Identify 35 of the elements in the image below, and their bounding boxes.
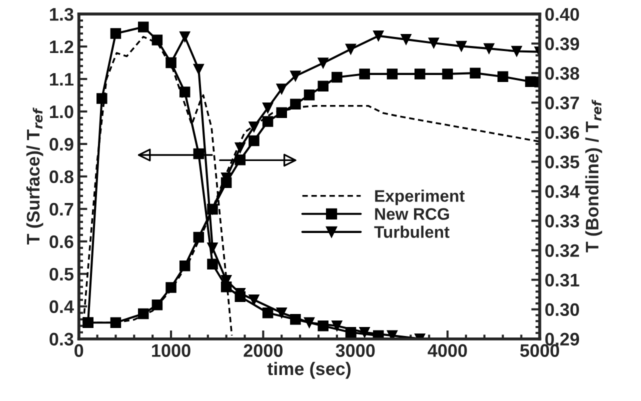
x-tick-label: 0	[74, 344, 84, 357]
x-tick-label: 3000	[336, 344, 375, 357]
y2-tick-label: 0.31	[545, 274, 580, 287]
y2-tick-label: 0.39	[545, 38, 580, 50]
y-tick-label: 1.1	[50, 73, 74, 86]
y2-tick-label: 0.29	[545, 332, 580, 346]
legend-label: New RCG	[375, 208, 449, 220]
y2-tick-label: 0.40	[545, 8, 579, 21]
y2-tick-label: 0.38	[545, 67, 580, 80]
y-tick-label: 0.3	[50, 332, 74, 346]
y2-tick-label: 0.34	[545, 185, 580, 198]
y-tick-label: 0.8	[50, 170, 74, 184]
legend-label: Experiment	[375, 190, 465, 206]
x-tick-label: 2000	[244, 344, 283, 357]
y-tick-label: 0.7	[50, 202, 74, 216]
y2-tick-label: 0.35	[545, 156, 580, 168]
y-tick-label: 0.9	[50, 138, 74, 151]
x-tick-label: 5000	[520, 344, 560, 357]
y-tick-label: 1.3	[50, 8, 74, 21]
y2-tick-label: 0.33	[545, 214, 580, 228]
y-tick-label: 0.4	[50, 300, 74, 314]
y-tick-label: 0.5	[50, 268, 74, 281]
x-tick-label: 1000	[152, 344, 190, 357]
legend-label: Turbulent	[374, 226, 450, 238]
y-axis-title: T (Surface)/ T$_{ref}$	[26, 108, 44, 244]
x-tick-label: 4000	[428, 344, 467, 357]
y-tick-label: 1.0	[50, 105, 74, 118]
y2-tick-label: 0.32	[545, 244, 579, 258]
y2-axis-title: T (Bondline) / T$_{ref}$	[585, 99, 602, 252]
y2-tick-label: 0.30	[545, 303, 579, 316]
y-tick-label: 1.2	[50, 40, 74, 54]
y2-tick-label: 0.36	[545, 126, 580, 139]
y-tick-label: 0.6	[50, 235, 74, 248]
y2-tick-label: 0.37	[545, 96, 579, 110]
x-axis-title: time (sec)	[267, 362, 351, 379]
